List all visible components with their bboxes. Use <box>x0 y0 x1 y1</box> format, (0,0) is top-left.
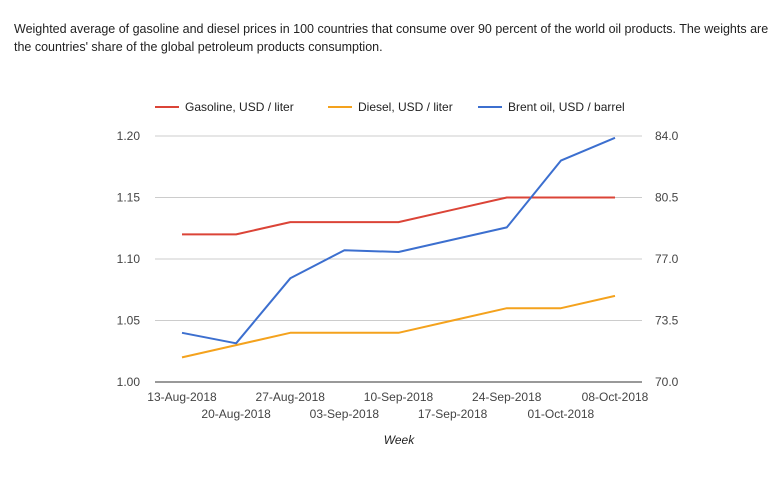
series-lines <box>181 136 616 359</box>
right-y-axis: 70.0 73.5 77.0 80.5 84.0 <box>655 129 679 389</box>
legend-label: Gasoline, USD / liter <box>185 100 294 114</box>
x-tick-label: 20-Aug-2018 <box>201 407 271 421</box>
y-right-tick-label: 84.0 <box>655 129 679 143</box>
gridlines <box>155 135 642 383</box>
x-axis: 13-Aug-2018 20-Aug-2018 27-Aug-2018 03-Sep-… <box>147 390 648 421</box>
x-tick-label: 10-Sep-2018 <box>364 390 434 404</box>
x-tick-label: 13-Aug-2018 <box>147 390 217 404</box>
y-left-tick-label: 1.20 <box>117 129 141 143</box>
x-tick-label: 17-Sep-2018 <box>418 407 488 421</box>
y-left-tick-label: 1.00 <box>117 375 141 389</box>
chart-description: Weighted average of gasoline and diesel … <box>14 22 769 54</box>
legend: Gasoline, USD / liter Diesel, USD / liter… <box>155 100 625 114</box>
y-left-tick-label: 1.15 <box>117 191 141 205</box>
x-tick-label: 01-Oct-2018 <box>528 407 595 421</box>
y-right-tick-label: 73.5 <box>655 314 679 328</box>
x-tick-label: 24-Sep-2018 <box>472 390 542 404</box>
x-axis-label: Week <box>384 433 415 447</box>
x-tick-label: 08-Oct-2018 <box>582 390 649 404</box>
y-left-tick-label: 1.10 <box>117 252 141 266</box>
left-y-axis: 1.00 1.05 1.10 1.15 1.20 <box>117 129 141 389</box>
y-right-tick-label: 77.0 <box>655 252 679 266</box>
x-tick-label: 03-Sep-2018 <box>310 407 380 421</box>
y-left-tick-label: 1.05 <box>117 314 141 328</box>
legend-label: Diesel, USD / liter <box>358 100 453 114</box>
legend-label: Brent oil, USD / barrel <box>508 100 625 114</box>
series-line <box>182 196 615 236</box>
y-right-tick-label: 70.0 <box>655 375 679 389</box>
x-tick-label: 27-Aug-2018 <box>256 390 326 404</box>
series-line <box>181 294 616 359</box>
y-right-tick-label: 80.5 <box>655 191 679 205</box>
series-line <box>181 136 616 345</box>
